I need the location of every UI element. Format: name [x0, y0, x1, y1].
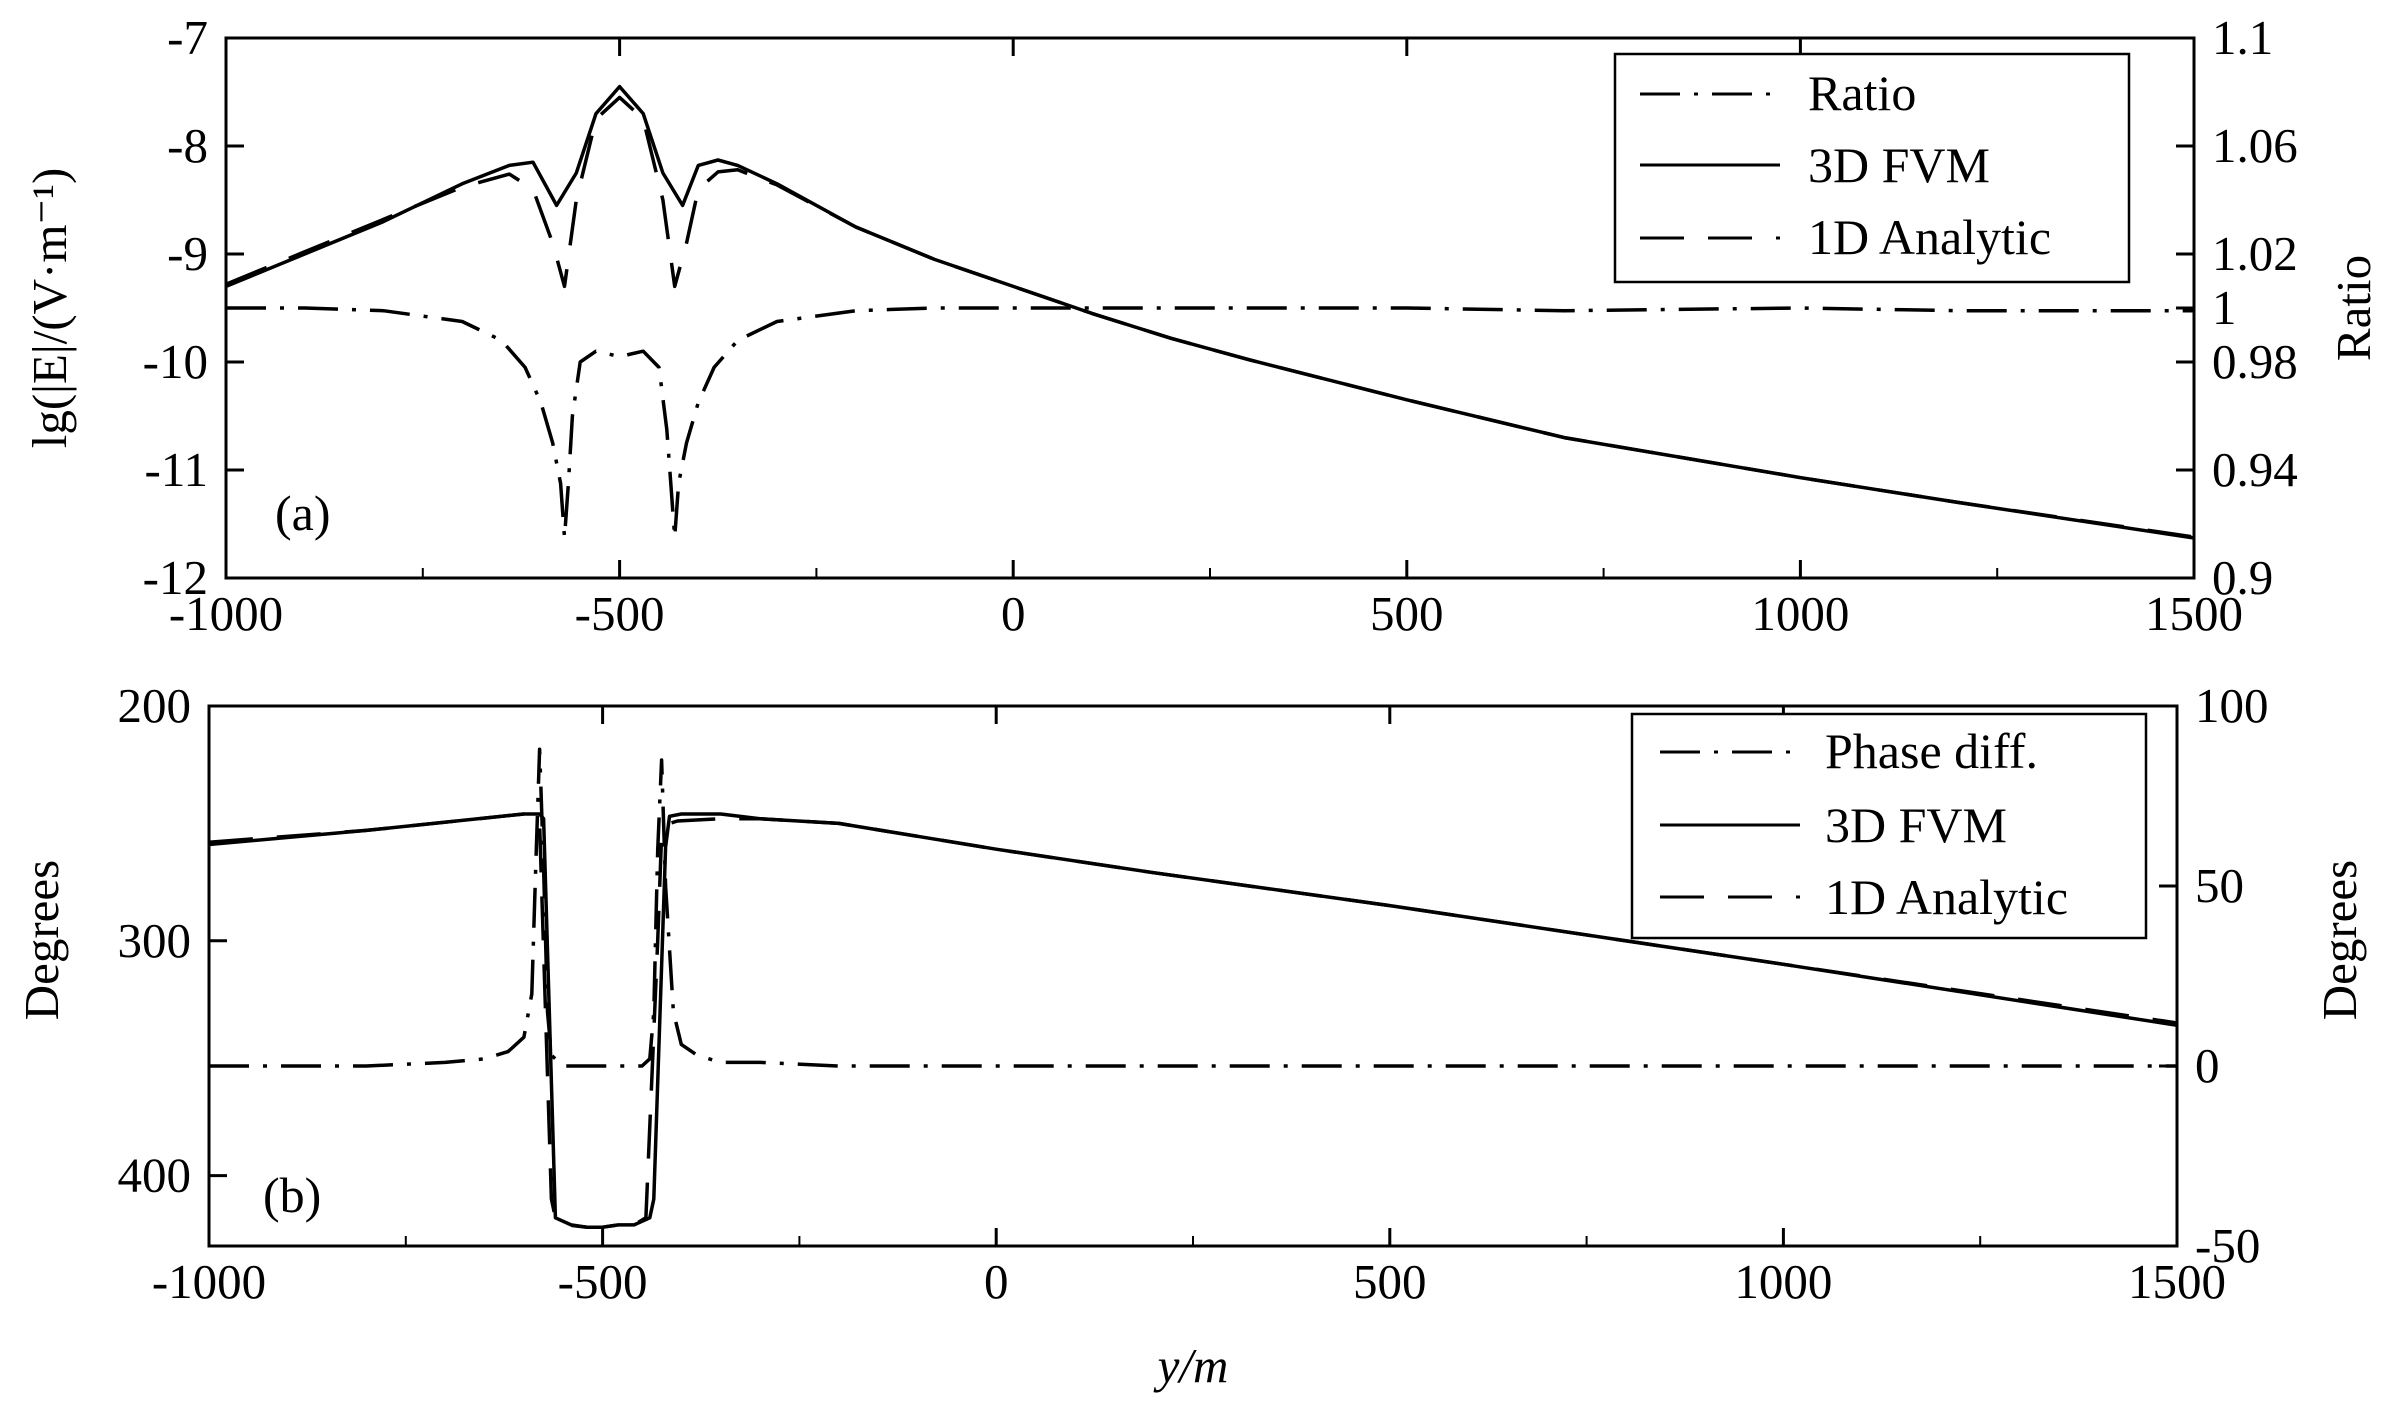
panel-b-ylabel: Degrees [14, 860, 69, 1021]
panel-a: -1000 -500 0 500 1000 1500 -7 -8 -9 -10 -11 -12 1.1 1… [22, 10, 2381, 641]
panel-a-ytick-label: -8 [167, 118, 208, 173]
panel-a-legend-ratio: Ratio [1808, 65, 1916, 121]
panel-a-ytick-label: -10 [143, 334, 208, 389]
panel-a-ylabel: lg(|E|/(V·m⁻¹) [22, 168, 77, 449]
panel-a-ytick-right-label: 1.06 [2212, 118, 2298, 173]
panel-b-lines [208, 747, 2178, 1229]
panel-b-ytick-right-label: 50 [2195, 858, 2244, 913]
panel-b: -1000 -500 0 500 1000 1500200300400100500-50 … [14, 678, 2367, 1393]
panel-a-series-ratio [226, 306, 2194, 540]
x-axis-label: y/m [1153, 1338, 1229, 1393]
panel-a-ylabel-right: Ratio [2326, 255, 2381, 361]
panel-a-legend-fvm: 3D FVM [1808, 137, 1990, 193]
panel-a-ytick-right-label: 1.1 [2212, 10, 2273, 65]
panel-a-ytick-right-label: 1.02 [2212, 226, 2298, 281]
panel-a-ytick-right-label: 0.9 [2212, 550, 2273, 605]
panel-b-legend-analytic: 1D Analytic [1825, 869, 2068, 925]
panel-b-ytick-label: 400 [118, 1148, 192, 1203]
panel-b-xtick-label: 500 [1353, 1254, 1427, 1309]
panel-a-legend-box [1613, 52, 2131, 284]
panel-a-xtick-label: -1000 [169, 586, 283, 641]
panel-b-legend-phase: Phase diff. [1825, 723, 2038, 779]
panel-b-xtick-label: 1500 [2128, 1254, 2226, 1309]
panel-b-series-phase-diff [209, 747, 2177, 1068]
panel-b-legend: Phase diff. 3D FVM 1D Analytic [1630, 712, 2148, 940]
panel-a-ytick-label: -7 [167, 10, 208, 65]
panel-a-xtick-label: 500 [1370, 586, 1444, 641]
panel-a-xtick-label: -500 [575, 586, 665, 641]
panel-b-series-1d-analytic [208, 812, 2178, 1229]
panel-b-ytick-right-label: -50 [2195, 1218, 2260, 1273]
panel-b-xtick-label: 1000 [1734, 1254, 1832, 1309]
panel-b-ylabel-right: Degrees [2312, 860, 2367, 1021]
panel-a-series-1d-analytic [225, 95, 2195, 539]
panel-b-label: (b) [263, 1167, 321, 1223]
panel-a-ytick-label: -9 [167, 226, 208, 281]
panel-a-xtick-label: 0 [1001, 586, 1026, 641]
panel-a-ytick-label: -11 [145, 442, 209, 497]
panel-b-xtick-label: 0 [984, 1254, 1009, 1309]
panel-a-xtick-label: 1500 [2145, 586, 2243, 641]
panel-a-label: (a) [275, 485, 331, 541]
panel-a-lines [225, 84, 2195, 540]
panel-a-series-3d-fvm [225, 84, 2195, 540]
panel-a-legend: Ratio 3D FVM 1D Analytic [1613, 52, 2131, 284]
panel-b-ytick-label: 200 [118, 678, 192, 733]
panel-a-ytick-label: -12 [143, 550, 208, 605]
panel-b-xtick-label: -500 [558, 1254, 648, 1309]
panel-b-ytick-right-label: 0 [2195, 1038, 2220, 1093]
panel-a-ticks: -1000 -500 0 500 1000 1500 -7 -8 -9 -10 -11 -12 1.1 1… [143, 10, 2298, 641]
panel-a-ytick-right-label: 0.98 [2212, 334, 2298, 389]
panel-a-legend-analytic: 1D Analytic [1808, 209, 2051, 265]
panel-a-ytick-right-label: 1 [2212, 280, 2237, 335]
panel-b-ytick-label: 300 [118, 913, 192, 968]
panel-b-legend-fvm: 3D FVM [1825, 797, 2007, 853]
panel-b-xtick-label: -1000 [152, 1254, 266, 1309]
panel-a-xtick-label: 1000 [1751, 586, 1849, 641]
panel-b-ytick-right-label: 100 [2195, 678, 2269, 733]
panel-a-ytick-right-label: 0.94 [2212, 442, 2298, 497]
